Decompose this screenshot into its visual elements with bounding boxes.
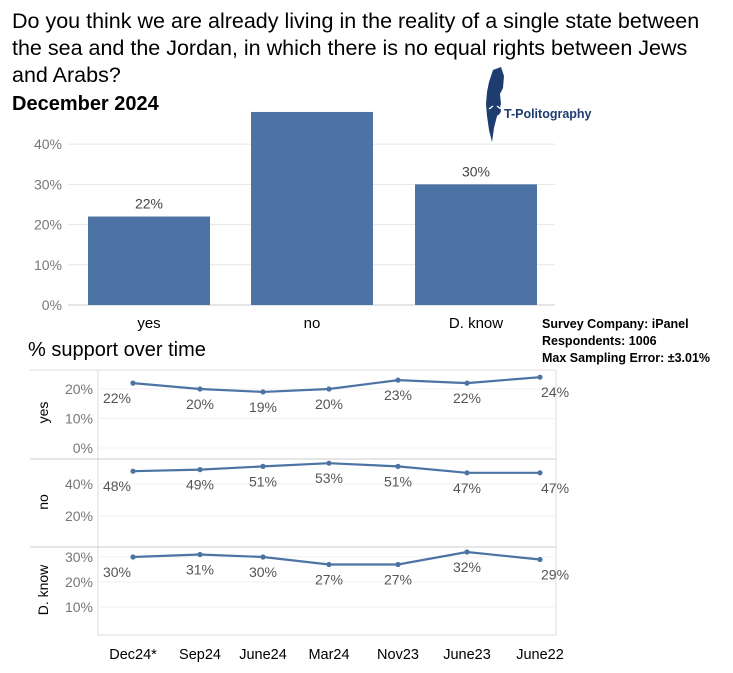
data-label: 51%	[384, 473, 412, 489]
data-point	[395, 561, 401, 568]
data-point	[326, 460, 332, 466]
data-point	[197, 467, 203, 473]
bar-data-label: 30%	[462, 163, 490, 179]
bar-yes	[88, 216, 210, 305]
data-label: 47%	[541, 480, 569, 496]
data-label: 53%	[315, 470, 343, 486]
data-label: 32%	[453, 559, 481, 575]
data-label: 22%	[453, 390, 481, 406]
y-tick-label: 0%	[42, 297, 62, 313]
y-tick-label: 40%	[65, 476, 93, 492]
x-category-label: D. know	[449, 315, 503, 332]
data-label: 22%	[103, 390, 131, 406]
y-tick-label: 0%	[73, 440, 93, 456]
y-tick-label: 10%	[34, 257, 62, 273]
bar-no	[251, 111, 373, 306]
survey-info: Survey Company: iPanel Respondents: 1006…	[542, 316, 710, 367]
x-category-label: Dec24*	[109, 647, 157, 663]
trend-title: % support over time	[28, 339, 206, 361]
y-tick-label: 30%	[34, 176, 62, 192]
data-label: 30%	[249, 564, 277, 580]
data-label: 48%	[103, 478, 131, 494]
data-point	[130, 554, 136, 560]
logo-text: T-Politography	[504, 107, 592, 121]
data-label: 24%	[541, 384, 569, 400]
trend-chart: yes 0% 10% 20% 22% 20% 19% 20% 23% 22% 24% no 20% 40%…	[30, 369, 569, 663]
x-category-label: June23	[443, 647, 491, 663]
y-tick-label: 40%	[34, 136, 62, 152]
data-point	[464, 470, 470, 476]
data-label: 27%	[315, 572, 343, 588]
x-category-label: June22	[516, 647, 564, 663]
data-point	[197, 386, 203, 392]
data-label: 23%	[384, 387, 412, 403]
data-point	[130, 468, 136, 474]
data-point	[130, 380, 136, 386]
data-point	[464, 549, 470, 555]
x-category-label: June24	[239, 647, 287, 663]
y-tick-label: 30%	[65, 549, 93, 565]
data-label: 49%	[186, 477, 214, 493]
data-point	[260, 554, 266, 560]
bar-d-know	[415, 184, 537, 305]
data-point	[260, 463, 266, 469]
panel-label-yes: yes	[35, 402, 51, 424]
x-category-label: Nov23	[377, 647, 419, 663]
data-point	[326, 561, 332, 568]
data-point	[464, 380, 470, 386]
data-label: 30%	[103, 564, 131, 580]
x-category-label: no	[304, 315, 321, 332]
y-tick-label: 20%	[34, 217, 62, 233]
data-label: 19%	[249, 399, 277, 415]
y-tick-label: 20%	[65, 381, 93, 397]
bar-data-label: 22%	[135, 196, 163, 212]
panel-label-no: no	[35, 494, 51, 510]
data-label: 27%	[384, 572, 412, 588]
x-category-label: Mar24	[308, 647, 349, 663]
data-point	[537, 470, 543, 476]
data-point	[537, 556, 543, 563]
data-point	[395, 377, 401, 383]
y-tick-label: 10%	[65, 411, 93, 427]
data-point	[537, 374, 543, 380]
x-category-label: yes	[137, 315, 160, 332]
y-tick-label: 10%	[65, 599, 93, 615]
data-label: 47%	[453, 480, 481, 496]
x-category-label: Sep24	[179, 647, 221, 663]
data-label: 20%	[315, 396, 343, 412]
data-label: 20%	[186, 396, 214, 412]
israel-map-icon	[486, 67, 504, 142]
data-point	[197, 551, 203, 558]
bar-chart: 0% 10% 20% 30% 40% 22% yes no 30% D. know	[34, 111, 555, 332]
survey-company: Survey Company: iPanel	[542, 317, 689, 331]
survey-respondents: Respondents: 1006	[542, 334, 657, 348]
data-point	[260, 389, 266, 395]
panel-label-d-know: D. know	[35, 564, 51, 615]
data-label: 51%	[249, 473, 277, 489]
data-label: 29%	[541, 567, 569, 583]
y-tick-label: 20%	[65, 508, 93, 524]
y-tick-label: 20%	[65, 574, 93, 590]
data-point	[326, 386, 332, 392]
question-title: Do you think we are already living in th…	[12, 9, 700, 87]
survey-error: Max Sampling Error: ±3.01%	[542, 351, 711, 365]
data-label: 31%	[186, 562, 214, 578]
survey-date: December 2024	[12, 93, 159, 115]
data-point	[395, 463, 401, 469]
